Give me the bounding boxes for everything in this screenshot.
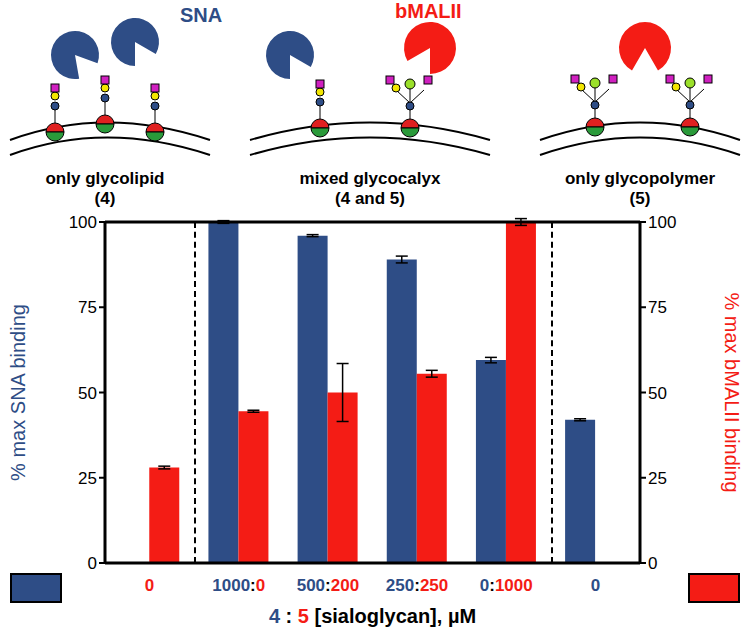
svg-text:bMALII: bMALII — [395, 0, 462, 22]
svg-text:% max SNA binding: % max SNA binding — [7, 304, 29, 481]
svg-text:only glycolipid: only glycolipid — [45, 169, 164, 188]
svg-text:only glycopolymer: only glycopolymer — [565, 169, 716, 188]
svg-text:mixed glycocalyx: mixed glycocalyx — [300, 169, 441, 188]
svg-text:75: 75 — [648, 298, 667, 317]
svg-text:% max bMALII binding: % max bMALII binding — [721, 292, 743, 492]
svg-text:100: 100 — [648, 213, 676, 232]
html-text:4: 5 [sialoglycan], µM: 4: 5 [sialoglycan], µM — [268, 605, 477, 627]
svg-text:SNA: SNA — [180, 4, 222, 26]
svg-text:0: 0 — [648, 554, 657, 573]
svg-text:500:200: 500:200 — [297, 576, 359, 595]
svg-text:1000:0: 1000:0 — [212, 576, 265, 595]
svg-text:(5): (5) — [630, 189, 651, 208]
svg-text:25: 25 — [78, 469, 97, 488]
svg-text:0: 0 — [591, 576, 600, 595]
svg-text:75: 75 — [78, 298, 97, 317]
svg-text:0: 0 — [145, 576, 154, 595]
svg-text:50: 50 — [78, 384, 97, 403]
svg-text:100: 100 — [69, 213, 97, 232]
svg-text:(4): (4) — [95, 189, 116, 208]
svg-text:50: 50 — [648, 384, 667, 403]
svg-text:0:1000: 0:1000 — [480, 576, 533, 595]
svg-text:250:250: 250:250 — [386, 576, 448, 595]
svg-text:(4 and 5): (4 and 5) — [335, 189, 405, 208]
svg-text:0: 0 — [88, 554, 97, 573]
svg-text:25: 25 — [648, 469, 667, 488]
